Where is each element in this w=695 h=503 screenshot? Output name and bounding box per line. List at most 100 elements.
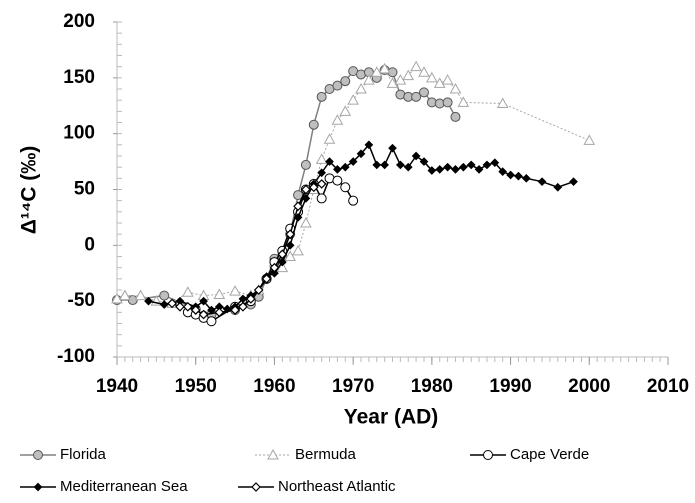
marker xyxy=(229,285,241,296)
y-axis-title: Δ¹⁴C (‰) xyxy=(18,146,41,234)
marker xyxy=(253,285,264,295)
marker xyxy=(300,216,312,228)
marker xyxy=(285,240,295,250)
marker xyxy=(331,114,344,125)
marker xyxy=(364,140,374,150)
y-tick-label: -50 xyxy=(68,290,95,311)
marker xyxy=(332,175,343,186)
series-line xyxy=(148,143,574,312)
marker xyxy=(490,158,500,168)
marker xyxy=(458,162,468,172)
marker xyxy=(292,244,304,256)
marker xyxy=(396,160,405,170)
x-tick-label: 1980 xyxy=(411,376,453,397)
marker xyxy=(213,288,226,299)
marker xyxy=(308,119,319,130)
legend-label: Cape Verde xyxy=(510,446,589,463)
marker xyxy=(569,177,578,187)
x-tick-label: 1940 xyxy=(96,376,138,397)
marker xyxy=(418,66,430,77)
marker xyxy=(410,60,422,72)
marker xyxy=(301,184,311,195)
marker xyxy=(214,307,225,318)
legend-label: Bermuda xyxy=(295,446,357,463)
marker xyxy=(198,309,209,320)
marker xyxy=(449,82,462,94)
x-tick-label: 1970 xyxy=(332,376,374,397)
marker xyxy=(308,182,319,193)
marker xyxy=(433,77,446,88)
marker xyxy=(340,162,350,172)
marker xyxy=(333,165,342,174)
marker xyxy=(553,182,563,192)
marker xyxy=(315,153,328,164)
marker xyxy=(301,194,311,203)
marker xyxy=(418,87,429,98)
y-tick-label: 100 xyxy=(63,123,95,144)
marker xyxy=(230,305,240,315)
marker xyxy=(363,74,375,85)
series-line xyxy=(187,177,354,323)
marker xyxy=(370,66,383,77)
marker xyxy=(411,151,421,161)
marker xyxy=(340,182,351,193)
legend-marker xyxy=(33,450,43,460)
marker xyxy=(159,290,170,301)
marker xyxy=(159,300,169,309)
marker xyxy=(426,71,438,83)
marker xyxy=(411,91,422,102)
marker xyxy=(451,165,460,174)
marker xyxy=(583,134,596,145)
marker xyxy=(182,301,193,312)
marker xyxy=(419,157,429,166)
series-line xyxy=(117,69,457,317)
marker xyxy=(316,193,327,204)
marker xyxy=(537,177,547,187)
marker xyxy=(175,301,185,312)
marker xyxy=(206,316,217,327)
marker xyxy=(378,62,391,74)
marker xyxy=(111,292,123,304)
y-tick-label: -100 xyxy=(57,346,95,367)
legend-label: Florida xyxy=(60,446,107,463)
marker xyxy=(427,166,437,175)
marker xyxy=(323,133,336,144)
legend-marker xyxy=(33,482,43,492)
marker xyxy=(339,105,352,116)
marker xyxy=(372,160,382,170)
marker xyxy=(340,76,351,87)
x-tick-label: 2000 xyxy=(568,376,610,397)
y-tick-label: 50 xyxy=(74,179,95,200)
marker xyxy=(388,143,397,153)
legend-label: Northeast Atlantic xyxy=(278,478,396,495)
marker xyxy=(466,160,476,170)
marker xyxy=(199,296,208,306)
marker xyxy=(245,294,256,304)
marker xyxy=(269,262,280,273)
marker xyxy=(348,195,359,206)
marker xyxy=(276,261,289,273)
marker xyxy=(119,289,131,301)
marker xyxy=(261,273,272,284)
series-line xyxy=(116,65,590,304)
marker xyxy=(355,82,367,94)
marker xyxy=(144,296,153,306)
marker xyxy=(442,97,453,108)
marker xyxy=(402,69,415,81)
x-tick-label: 2010 xyxy=(647,376,689,397)
marker xyxy=(325,157,334,166)
marker xyxy=(521,173,531,183)
marker xyxy=(348,157,358,166)
legend-marker xyxy=(267,448,279,460)
marker xyxy=(190,305,201,315)
marker xyxy=(356,149,366,159)
y-tick-label: 150 xyxy=(63,67,95,88)
marker xyxy=(482,160,492,170)
x-axis-title: Year (AD) xyxy=(344,406,439,429)
legend-marker xyxy=(251,482,261,492)
marker xyxy=(443,162,452,172)
marker xyxy=(332,80,343,91)
marker xyxy=(316,91,327,102)
marker xyxy=(441,74,454,85)
